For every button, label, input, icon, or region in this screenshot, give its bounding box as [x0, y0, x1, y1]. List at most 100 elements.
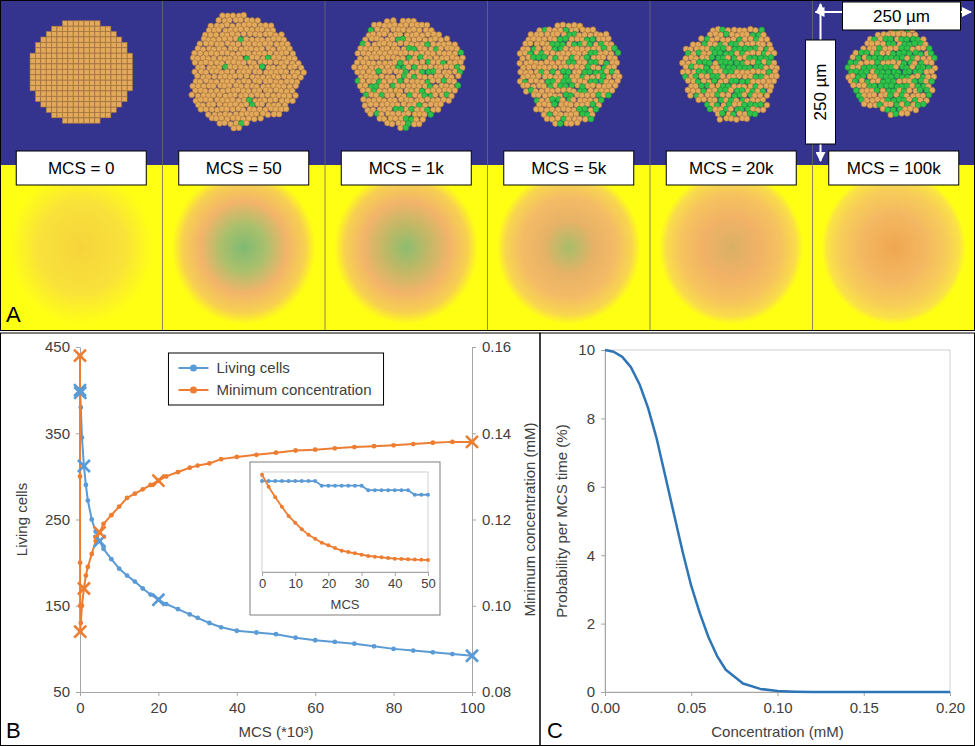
cell	[292, 73, 298, 79]
cell	[35, 53, 40, 58]
cell	[293, 93, 299, 99]
cell	[95, 96, 100, 101]
cell	[52, 91, 57, 96]
cell	[106, 64, 111, 69]
cell	[73, 26, 78, 31]
cell	[127, 75, 132, 80]
cell	[35, 59, 40, 64]
cell	[62, 32, 67, 37]
cell	[606, 36, 612, 42]
cell	[273, 59, 279, 65]
tick-label: 150	[45, 597, 70, 614]
cell	[100, 48, 105, 53]
cell	[714, 36, 720, 42]
cell	[68, 80, 73, 85]
frame: MCS = 50	[172, 12, 316, 324]
cell	[73, 107, 78, 112]
cell	[79, 102, 84, 107]
cell	[116, 91, 121, 96]
concentration-field	[822, 171, 966, 324]
cell	[106, 32, 111, 37]
cell	[259, 26, 265, 32]
cell	[525, 82, 531, 88]
cell	[419, 22, 425, 28]
chart: 020406080100501502503504500.080.100.120.…	[1, 333, 541, 746]
cell	[111, 80, 116, 85]
cell	[899, 110, 905, 116]
cell	[89, 32, 94, 37]
cell	[41, 53, 46, 58]
dead-cell	[430, 68, 436, 74]
cell	[95, 21, 100, 26]
cell	[106, 107, 111, 112]
cell	[68, 86, 73, 91]
cell	[68, 59, 73, 64]
cell	[57, 113, 62, 118]
tick: 0.14	[472, 425, 511, 442]
cell	[89, 75, 94, 80]
cell	[850, 54, 856, 60]
frame: MCS = 0	[9, 21, 153, 324]
cell	[446, 98, 452, 104]
cell	[46, 75, 51, 80]
cell	[57, 107, 62, 112]
cell	[57, 48, 62, 53]
cell	[122, 86, 127, 91]
cell	[895, 31, 901, 37]
cell	[95, 59, 100, 64]
concentration-field	[9, 171, 153, 324]
cell	[122, 91, 127, 96]
tick-label: 0.14	[482, 425, 511, 442]
cell	[62, 113, 67, 118]
cell	[527, 40, 533, 46]
cell	[232, 73, 238, 79]
cell	[452, 88, 458, 94]
dead-cell	[717, 50, 723, 56]
cell	[79, 48, 84, 53]
cell	[122, 53, 127, 58]
cell	[106, 26, 111, 31]
cell	[62, 91, 67, 96]
tick-mark	[237, 692, 238, 696]
cell	[84, 80, 89, 85]
cell	[95, 26, 100, 31]
cell	[106, 53, 111, 58]
cell	[764, 36, 770, 42]
cell	[379, 73, 385, 79]
cell	[73, 75, 78, 80]
cell	[381, 31, 387, 37]
frame: MCS = 5k	[497, 22, 641, 324]
dead-cell	[615, 50, 621, 56]
tick: 450	[45, 338, 80, 355]
cell	[73, 37, 78, 42]
tick-mark	[80, 692, 81, 696]
cell	[84, 86, 89, 91]
cell	[906, 87, 912, 93]
cell	[208, 50, 214, 56]
cell	[116, 69, 121, 74]
cell	[73, 86, 78, 91]
frame-label: MCS = 20k	[689, 159, 774, 178]
cell	[723, 78, 729, 84]
cell	[41, 91, 46, 96]
cell	[398, 125, 404, 131]
cell	[62, 96, 67, 101]
tick-label: 100	[460, 699, 485, 716]
cell	[904, 110, 910, 116]
cell	[582, 116, 588, 122]
cell	[73, 80, 78, 85]
cell	[111, 42, 116, 47]
cell	[122, 75, 127, 80]
cell	[361, 97, 367, 103]
cell	[216, 27, 222, 33]
tick-label: 0.10	[482, 597, 511, 614]
cell	[68, 64, 73, 69]
tick: 0.10	[472, 597, 511, 614]
cell	[127, 53, 132, 58]
tick-label: 250	[45, 511, 70, 528]
cell	[728, 116, 734, 122]
cell	[276, 111, 282, 117]
cell	[68, 48, 73, 53]
dead-cell	[563, 36, 569, 42]
cell	[111, 86, 116, 91]
